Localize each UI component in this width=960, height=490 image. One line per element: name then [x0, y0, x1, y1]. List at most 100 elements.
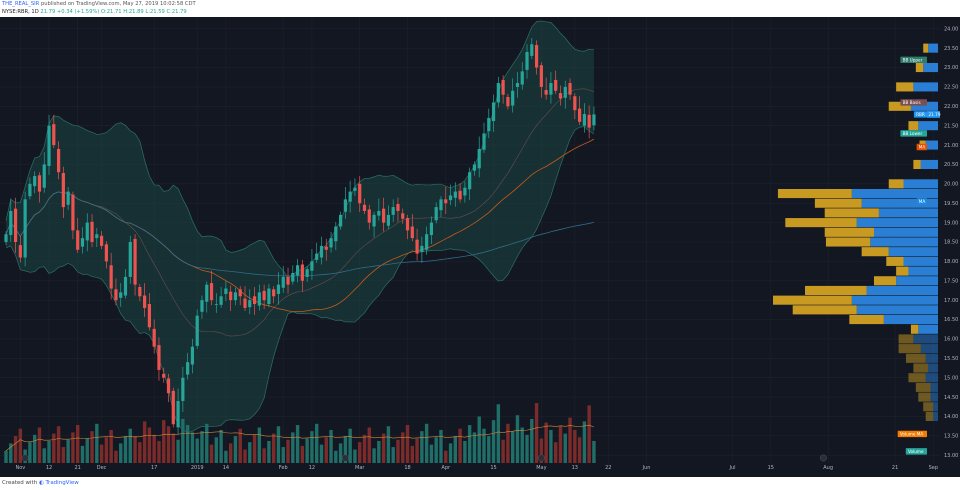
volume-bar	[582, 421, 587, 463]
candle-body	[453, 191, 457, 198]
volume-profile-down	[898, 334, 914, 344]
volume-profile-down	[910, 324, 919, 334]
volume-bar	[367, 427, 371, 463]
volume-profile-down	[861, 247, 889, 257]
volume-profile-up	[930, 382, 938, 392]
volume-bar	[338, 443, 343, 463]
y-tick-label: 13.00	[944, 453, 958, 459]
volume-profile-up	[888, 247, 938, 257]
candle-body	[291, 273, 295, 282]
candle-body	[549, 83, 553, 95]
last-price: 21.79	[40, 9, 56, 15]
volume-bar	[190, 432, 195, 463]
x-tick-label: 12	[309, 465, 315, 471]
volume-bar	[362, 434, 367, 463]
chart-container[interactable]: 24.00 23.50 23.00 22.50 22.00 21.50 21.00 20.50…	[0, 17, 960, 477]
candle-body	[4, 234, 8, 242]
volume-profile-up	[851, 188, 938, 199]
candle-body	[166, 378, 171, 394]
volume-profile-up	[856, 218, 938, 228]
price-badge-label: Volume MA	[900, 431, 924, 436]
y-tick-label: 20.00	[944, 182, 958, 188]
candle-body	[229, 291, 233, 301]
volume-bar	[377, 440, 381, 463]
volume-bar	[257, 427, 262, 463]
volume-bar	[501, 439, 505, 463]
price-value-text: 21.79	[929, 112, 941, 117]
volume-profile-up	[873, 227, 938, 237]
volume-bar	[281, 447, 285, 463]
x-tick-label: Jul	[729, 465, 736, 471]
volume-bar	[214, 437, 219, 463]
symbol-label: NYSE:RBR, 1D	[2, 9, 39, 15]
volume-profile-down	[814, 198, 862, 208]
earnings-marker-icon	[341, 454, 349, 462]
tradingview-brand[interactable]: TradingView	[45, 480, 79, 486]
candle-body	[444, 199, 448, 204]
volume-bar	[429, 444, 434, 463]
volume-bar	[147, 427, 152, 463]
volume-bar	[85, 438, 89, 463]
volume-bar	[66, 439, 70, 463]
candle-body	[248, 300, 252, 308]
candle-body	[477, 148, 481, 169]
candle-body	[114, 289, 118, 301]
volume-profile-up	[878, 208, 938, 218]
candle-body	[186, 362, 190, 375]
candle-body	[439, 199, 443, 211]
candle-body	[104, 244, 108, 262]
volume-profile-up	[913, 82, 938, 92]
volume-bar	[386, 426, 391, 463]
candle-body	[152, 328, 156, 347]
price-badge-label: BB Basis	[903, 100, 921, 105]
x-tick-label: 18	[404, 465, 410, 471]
candle-body	[353, 187, 357, 191]
bollinger-lower-line	[5, 126, 595, 433]
y-tick-label: 21.00	[944, 143, 958, 149]
candle-body	[324, 246, 328, 250]
price-badge	[900, 130, 927, 137]
candle-body	[162, 373, 166, 378]
y-tick-label: 15.50	[944, 356, 958, 362]
volume-bar	[410, 445, 414, 463]
volume-bar	[434, 437, 438, 463]
candle-body	[195, 315, 199, 346]
volume-bar	[18, 428, 23, 463]
volume-bar	[295, 425, 300, 463]
candle-body	[367, 209, 371, 223]
volume-bar	[171, 433, 175, 463]
candle-body	[13, 208, 18, 242]
candlestick-chart[interactable]: 24.00 23.50 23.00 22.50 22.00 21.50 21.00 20.50…	[0, 17, 960, 477]
y-tick-label: 16.50	[944, 317, 958, 323]
volume-profile-down	[777, 188, 852, 199]
volume-profile-down	[824, 208, 879, 218]
candle-body	[487, 117, 491, 132]
volume-bar	[286, 439, 290, 463]
volume-bar	[391, 447, 395, 463]
candle-body	[401, 213, 405, 219]
candle-body	[573, 96, 577, 111]
price-change: +0.34 (+1.59%)	[56, 9, 100, 15]
earnings-marker-icon	[537, 454, 545, 462]
x-tick-label: 12	[46, 465, 52, 471]
x-tick-label: Aug	[823, 465, 833, 471]
volume-bar	[162, 420, 166, 463]
volume-bar	[444, 450, 448, 463]
x-tick-label: 15	[768, 465, 774, 471]
bollinger-basis-line	[5, 88, 595, 337]
volume-bar	[568, 417, 572, 463]
candle-body	[410, 226, 414, 239]
publish-info: published on TradingView.com, May 27, 20…	[40, 1, 196, 7]
candle-body	[42, 164, 46, 188]
candle-body	[109, 265, 113, 289]
candle-body	[339, 214, 343, 227]
author-link[interactable]: THE_REAL_SIR	[2, 1, 40, 7]
volume-bar	[200, 431, 204, 463]
volume-bar	[482, 428, 486, 463]
volume-profile-down	[905, 353, 926, 363]
volume-bar	[42, 448, 46, 463]
volume-bar	[71, 432, 75, 463]
volume-bar	[334, 450, 338, 463]
volume-bar	[95, 423, 99, 463]
y-tick-label: 22.50	[944, 85, 958, 91]
